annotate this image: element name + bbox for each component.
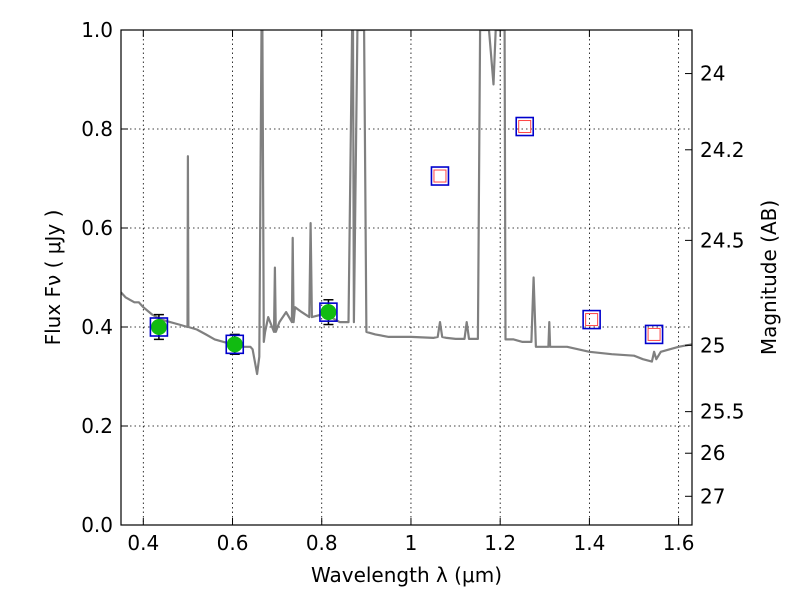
inner-point bbox=[647, 327, 661, 341]
y-tick-label: 0.6 bbox=[81, 216, 113, 240]
y2-tick-label: 25 bbox=[700, 333, 725, 357]
plot-frame bbox=[120, 29, 693, 526]
grid bbox=[121, 30, 692, 525]
x-axis-label: Wavelength λ (μm) bbox=[311, 563, 502, 587]
y-tick-label: 0.4 bbox=[81, 315, 113, 339]
model-spectrum-line bbox=[121, 30, 692, 376]
filled-point bbox=[226, 336, 243, 353]
box-point bbox=[319, 302, 338, 322]
plot-area bbox=[121, 30, 692, 376]
axes: 0.4 0.6 0.8 1 1.2 1.4 1.6 0.0 0.2 0.4 0.6 0.8 1.0 24 2… bbox=[81, 18, 744, 555]
y2-tick-label: 24.2 bbox=[700, 138, 745, 162]
y-axis-label: Flux Fν ( μJy ) bbox=[41, 210, 65, 346]
filled-point bbox=[150, 319, 167, 335]
y-tick-label: 0.2 bbox=[81, 414, 113, 438]
inner-point bbox=[585, 313, 599, 327]
x-tick-label: 0.6 bbox=[217, 531, 249, 555]
y2-tick-label: 25.5 bbox=[700, 400, 745, 424]
box-point bbox=[225, 334, 245, 355]
box-point bbox=[149, 317, 169, 337]
y-tick-label: 0.8 bbox=[81, 117, 113, 141]
inner-point bbox=[433, 169, 447, 183]
y-tick-label: 0.0 bbox=[81, 513, 113, 537]
x-tick-label: 0.4 bbox=[127, 531, 159, 555]
x-tick-label: 1.4 bbox=[573, 531, 605, 555]
inner-point bbox=[518, 120, 532, 134]
y-tick-label: 1.0 bbox=[81, 18, 113, 42]
y2-tick-label: 24.5 bbox=[700, 228, 745, 252]
x-tick-label: 1 bbox=[405, 531, 418, 555]
box-point bbox=[582, 309, 601, 330]
x-tick-label: 1.2 bbox=[484, 531, 516, 555]
y2-tick-label: 24 bbox=[700, 62, 725, 86]
y2-tick-label: 27 bbox=[700, 484, 725, 508]
y2-tick-label: 26 bbox=[700, 441, 725, 465]
box-point bbox=[515, 116, 535, 137]
filled-point bbox=[320, 304, 337, 321]
x-tick-label: 0.8 bbox=[306, 531, 338, 555]
markers bbox=[149, 116, 664, 355]
box-point bbox=[644, 324, 664, 345]
box-point bbox=[430, 166, 450, 186]
x-tick-label: 1.6 bbox=[663, 531, 695, 555]
y2-axis-label: Magnitude (AB) bbox=[757, 200, 781, 355]
